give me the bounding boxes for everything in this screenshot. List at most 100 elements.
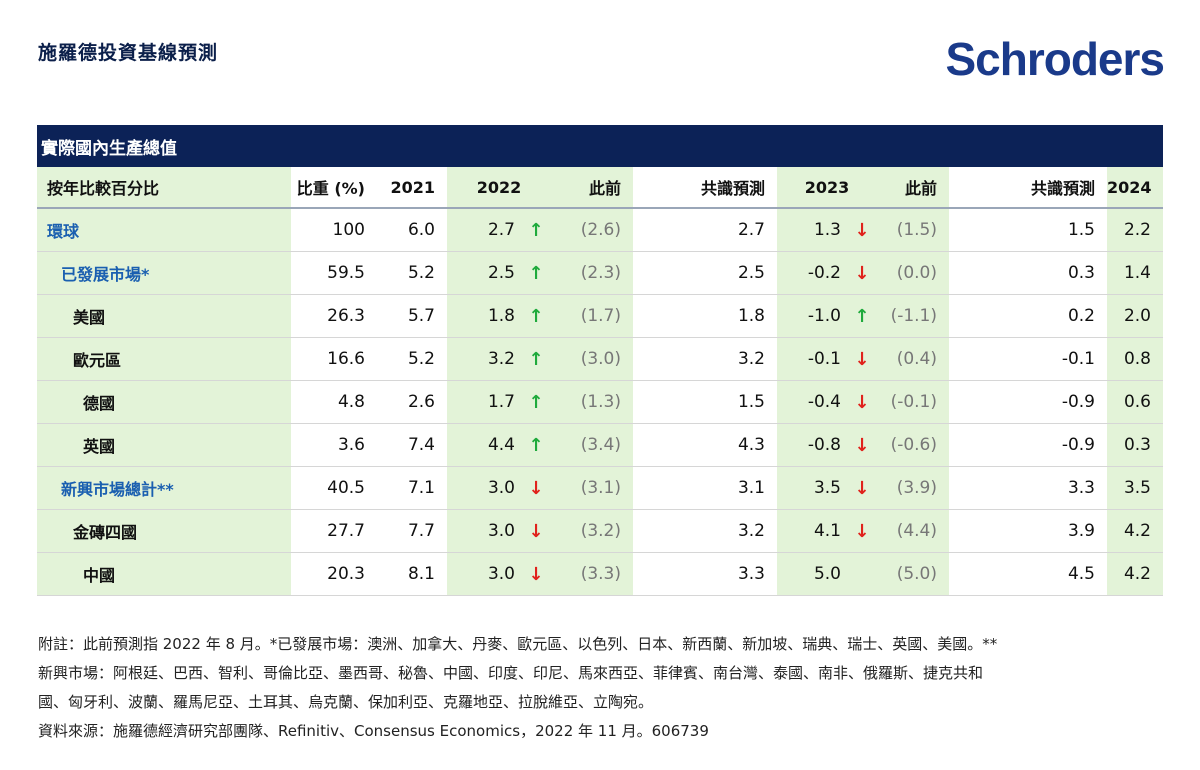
cell-y2024: 2.0: [1107, 294, 1163, 338]
cell-cons2023: 1.5: [949, 208, 1107, 252]
row-label: 環球: [37, 208, 291, 252]
cell-y2022: 3.0: [447, 509, 521, 553]
cell-prev2023: (0.0): [877, 251, 949, 295]
cell-weight: 100: [291, 208, 377, 252]
cell-prev2022: (1.7): [551, 294, 633, 338]
cell-cons2022: 2.7: [633, 208, 777, 252]
cell-y2022: 3.2: [447, 337, 521, 381]
cell-prev2022: (3.3): [551, 552, 633, 596]
cell-y2022: 3.0: [447, 466, 521, 510]
cell-y2023: 5.0: [777, 552, 847, 596]
arrow-up-icon: ↑: [528, 348, 544, 370]
table-row: 美國 26.3 5.7 1.8 ↑ (1.7) 1.8 -1.0 ↑ (-1.1) 0.2 2.0: [37, 294, 1163, 338]
col-header-prev-2023: 此前: [877, 167, 949, 209]
cell-cons2022: 1.8: [633, 294, 777, 338]
cell-cons2023: 4.5: [949, 552, 1107, 596]
cell-prev2022: (3.2): [551, 509, 633, 553]
cell-y2023: 3.5: [777, 466, 847, 510]
cell-y2024: 0.6: [1107, 380, 1163, 424]
cell-y2024: 4.2: [1107, 509, 1163, 553]
cell-weight: 4.8: [291, 380, 377, 424]
cell-cons2022: 3.3: [633, 552, 777, 596]
col-header-weight: 比重 (%): [291, 167, 377, 209]
table-row: 環球 100 6.0 2.7 ↑ (2.6) 2.7 1.3 ↓ (1.5) 1.5 2.2: [37, 208, 1163, 252]
cell-weight: 40.5: [291, 466, 377, 510]
cell-y2021: 5.7: [377, 294, 447, 338]
cell-weight: 20.3: [291, 552, 377, 596]
table-title: 實際國內生產總值: [37, 125, 1163, 167]
cell-cons2023: 0.2: [949, 294, 1107, 338]
schroders-logo: Schroders: [945, 33, 1165, 85]
arrow-down-icon: ↓: [854, 477, 870, 499]
col-header-2022: 2022: [447, 167, 551, 209]
table-row: 已發展市場* 59.5 5.2 2.5 ↑ (2.3) 2.5 -0.2 ↓ (0.0) 0.3 1.…: [37, 251, 1163, 295]
row-label: 中國: [37, 552, 291, 596]
cell-y2021: 7.7: [377, 509, 447, 553]
cell-y2021: 7.4: [377, 423, 447, 467]
cell-y2022: 3.0: [447, 552, 521, 596]
cell-prev2023: (3.9): [877, 466, 949, 510]
change-indicator-cell: ↓: [521, 552, 551, 596]
cell-weight: 27.7: [291, 509, 377, 553]
cell-y2022: 4.4: [447, 423, 521, 467]
cell-prev2023: (1.5): [877, 208, 949, 252]
table-row: 英國 3.6 7.4 4.4 ↑ (3.4) 4.3 -0.8 ↓ (-0.6) -0.9 0.3: [37, 423, 1163, 467]
cell-prev2023: (-1.1): [877, 294, 949, 338]
footnote-line: 附註：此前預測指 2022 年 8 月。*已發展市場：澳洲、加拿大、丹麥、歐元區…: [38, 635, 998, 653]
row-label: 美國: [37, 294, 291, 338]
cell-cons2023: -0.9: [949, 423, 1107, 467]
arrow-down-icon: ↓: [854, 391, 870, 413]
page-title: 施羅德投資基線預測: [38, 42, 219, 64]
change-indicator-cell: ↓: [521, 509, 551, 553]
cell-y2022: 1.8: [447, 294, 521, 338]
footnote-line: 國、匈牙利、波蘭、羅馬尼亞、土耳其、烏克蘭、保加利亞、克羅地亞、拉脫維亞、立陶宛…: [38, 693, 654, 711]
arrow-up-icon: ↑: [528, 391, 544, 413]
cell-cons2023: 0.3: [949, 251, 1107, 295]
cell-y2021: 5.2: [377, 251, 447, 295]
cell-y2022: 1.7: [447, 380, 521, 424]
change-indicator-cell: ↑: [521, 251, 551, 295]
gdp-table-container: 實際國內生產總值 按年比較百分比 比重 (%) 2021 2022 此前 共識預…: [37, 125, 1163, 596]
cell-prev2023: (5.0): [877, 552, 949, 596]
arrow-up-icon: ↑: [528, 434, 544, 456]
cell-prev2022: (2.6): [551, 208, 633, 252]
cell-weight: 59.5: [291, 251, 377, 295]
cell-cons2023: 3.9: [949, 509, 1107, 553]
change-indicator-cell: ↓: [521, 466, 551, 510]
col-header-consensus-2022: 共識預測: [633, 167, 777, 209]
cell-prev2022: (3.4): [551, 423, 633, 467]
change-indicator-cell: ↓: [847, 208, 877, 252]
cell-y2024: 0.3: [1107, 423, 1163, 467]
table-row: 歐元區 16.6 5.2 3.2 ↑ (3.0) 3.2 -0.1 ↓ (0.4) -0.1 0.8: [37, 337, 1163, 381]
row-label: 新興市場總計**: [37, 466, 291, 510]
footnote-line: 新興市場：阿根廷、巴西、智利、哥倫比亞、墨西哥、秘魯、中國、印度、印尼、馬來西亞…: [38, 664, 984, 682]
cell-prev2023: (-0.6): [877, 423, 949, 467]
change-indicator-cell: ↓: [847, 466, 877, 510]
source-line: 資料來源：施羅德經濟研究部團隊、Refinitiv、Consensus Econ…: [38, 722, 709, 740]
cell-y2023: -0.2: [777, 251, 847, 295]
change-indicator-cell: ↑: [521, 337, 551, 381]
arrow-up-icon: ↑: [854, 305, 870, 327]
cell-y2024: 3.5: [1107, 466, 1163, 510]
table-row: 中國 20.3 8.1 3.0 ↓ (3.3) 3.3 5.0 (5.0) 4.5 4.2: [37, 552, 1163, 596]
column-header-row: 按年比較百分比 比重 (%) 2021 2022 此前 共識預測 2023 此前…: [37, 167, 1163, 209]
cell-y2021: 8.1: [377, 552, 447, 596]
row-label: 英國: [37, 423, 291, 467]
col-header-prev-2022: 此前: [551, 167, 633, 209]
cell-y2023: -0.8: [777, 423, 847, 467]
cell-prev2022: (3.1): [551, 466, 633, 510]
row-label: 已發展市場*: [37, 251, 291, 295]
change-indicator-cell: ↑: [521, 423, 551, 467]
cell-cons2023: -0.1: [949, 337, 1107, 381]
cell-y2024: 4.2: [1107, 552, 1163, 596]
cell-y2023: 1.3: [777, 208, 847, 252]
change-indicator-cell: ↓: [847, 509, 877, 553]
change-indicator-cell: ↓: [847, 423, 877, 467]
cell-y2021: 5.2: [377, 337, 447, 381]
cell-weight: 26.3: [291, 294, 377, 338]
cell-weight: 16.6: [291, 337, 377, 381]
table-row: 德國 4.8 2.6 1.7 ↑ (1.3) 1.5 -0.4 ↓ (-0.1) -0.9 0.6: [37, 380, 1163, 424]
cell-prev2023: (4.4): [877, 509, 949, 553]
cell-y2023: 4.1: [777, 509, 847, 553]
change-indicator-cell: ↑: [521, 208, 551, 252]
